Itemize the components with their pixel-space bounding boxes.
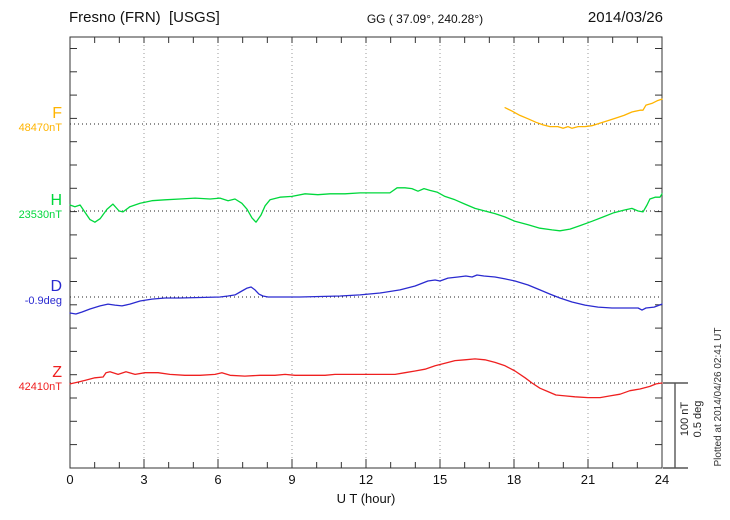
channel-letter-D: D (50, 278, 62, 295)
scale-bar-deg-label: 0.5 deg (692, 400, 704, 438)
x-tick-label-21: 21 (580, 472, 596, 487)
plot-date: 2014/03/26 (587, 9, 663, 26)
channel-letter-H: H (50, 192, 62, 209)
station-title: Fresno (FRN) [USGS] (69, 9, 220, 26)
channel-baseline-D: -0.9deg (24, 295, 62, 307)
trace-H (69, 187, 663, 232)
x-tick-label-3: 3 (140, 472, 148, 487)
geographic-coords: GG ( 37.09°, 240.28°) (366, 12, 484, 26)
channel-baseline-Z: 42410nT (18, 381, 62, 393)
channel-letter-F: F (52, 105, 62, 122)
trace-F (504, 98, 663, 129)
trace-Z (69, 358, 663, 399)
x-tick-label-6: 6 (214, 472, 222, 487)
channel-baseline-H: 23530nT (18, 209, 62, 221)
channel-label-Z: Z 42410nT (0, 365, 62, 394)
trace-D (69, 274, 663, 315)
plotted-timestamp: Plotted at 2014/04/26 02:41 UT (713, 327, 724, 467)
x-tick-label-0: 0 (66, 472, 74, 487)
channel-label-H: H 23530nT (0, 193, 62, 222)
channel-label-F: F 48470nT (0, 106, 62, 135)
x-tick-label-12: 12 (358, 472, 374, 487)
x-axis-title: U T (hour) (336, 491, 396, 506)
scale-bar-label: 100 nT 0.5 deg (679, 374, 705, 464)
channel-baseline-F: 48470nT (18, 122, 62, 134)
x-tick-label-18: 18 (506, 472, 522, 487)
channel-letter-Z: Z (52, 364, 62, 381)
channel-label-D: D -0.9deg (0, 279, 62, 308)
x-tick-label-9: 9 (288, 472, 296, 487)
scale-bar-nt-label: 100 nT (679, 401, 691, 437)
x-tick-label-15: 15 (432, 472, 448, 487)
x-tick-label-24: 24 (654, 472, 670, 487)
